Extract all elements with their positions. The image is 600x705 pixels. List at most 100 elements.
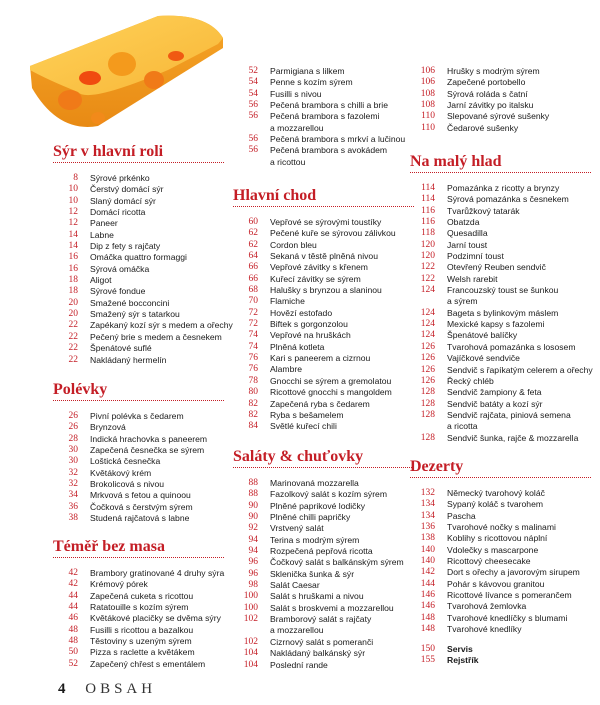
toc-entry[interactable]: 48 Fusilli s ricottou a bazalkou <box>44 625 224 636</box>
toc-entry[interactable]: 12 Paneer <box>44 218 224 229</box>
toc-entry[interactable]: 148 Tvarohové knedlíky <box>401 624 591 635</box>
toc-entry[interactable]: 128 Sendvič rajčata, piniová semena <box>401 410 591 421</box>
toc-entry[interactable]: 122 Welsh rarebit <box>401 274 591 285</box>
toc-entry[interactable]: 54 Penne s kozím sýrem <box>224 77 414 88</box>
toc-entry[interactable]: 46 Květákové placičky se dvěma sýry <box>44 613 224 624</box>
toc-entry[interactable]: 42 Krémový pórek <box>44 579 224 590</box>
toc-entry[interactable]: 120 Podzimní toust <box>401 251 591 262</box>
toc-entry[interactable]: 22 Zapékaný kozí sýr s medem a ořechy <box>44 320 233 331</box>
toc-entry[interactable]: 94 Terina s modrým sýrem <box>224 535 414 546</box>
toc-entry[interactable]: 44 Zapečená cuketa s ricottou <box>44 591 224 602</box>
toc-entry[interactable]: 12 Domácí ricotta <box>44 207 224 218</box>
toc-entry[interactable]: 48 Těstoviny s uzeným sýrem <box>44 636 224 647</box>
toc-entry[interactable]: 56 Pečená brambora s chilli a brie <box>224 100 414 111</box>
toc-entry[interactable]: 30 Zapečená česnečka se sýrem <box>44 445 224 456</box>
toc-entry[interactable]: 136 Tvarohové nočky s malinami <box>401 522 591 533</box>
toc-entry[interactable]: 80 Ricottové gnocchi s mangoldem <box>224 387 414 398</box>
toc-entry[interactable]: 104 Poslední rande <box>224 660 414 671</box>
toc-entry[interactable]: 146 Tvarohová žemlovka <box>401 601 591 612</box>
toc-entry[interactable]: 102 Bramborový salát s rajčaty <box>224 614 414 625</box>
toc-entry[interactable]: 30 Loštická česnečka <box>44 456 224 467</box>
toc-entry[interactable]: 50 Pizza s raclette a květákem <box>44 647 224 658</box>
toc-entry[interactable]: 62 Pečené kuře se sýrovou zálivkou <box>224 228 414 239</box>
toc-entry[interactable]: 16 Sýrová omáčka <box>44 264 224 275</box>
toc-entry[interactable]: 124 Francouzský toust se šunkou <box>401 285 591 296</box>
toc-entry[interactable]: 52 Zapečený chřest s ementálem <box>44 659 224 670</box>
toc-entry[interactable]: 92 Vrstvený salát <box>224 523 414 534</box>
toc-entry[interactable]: 126 Sendvič s řapíkatým celerem a ořechy <box>401 365 593 376</box>
toc-entry[interactable]: 126 Řecký chléb <box>401 376 591 387</box>
toc-entry[interactable]: 116 Tvarůžkový tatarák <box>401 206 591 217</box>
toc-entry[interactable]: 100 Salát s hruškami a nivou <box>224 591 414 602</box>
toc-entry[interactable]: 34 Mrkvová s fetou a quinoou <box>44 490 224 501</box>
toc-entry[interactable]: 20 Smažené bocconcini <box>44 298 224 309</box>
toc-entry[interactable]: 88 Fazolkový salát s kozím sýrem <box>224 489 414 500</box>
toc-entry[interactable]: 16 Omáčka quattro formaggi <box>44 252 224 263</box>
toc-entry[interactable]: 144 Pohár s kávovou granitou <box>401 579 591 590</box>
toc-entry[interactable]: 155 Rejstřík <box>401 655 591 666</box>
toc-entry[interactable]: 128 Sendvič batáty a kozí sýr <box>401 399 591 410</box>
toc-entry[interactable]: 76 Kari s paneerem a cizrnou <box>224 353 414 364</box>
toc-entry[interactable]: 128 Sendvič žampiony & feta <box>401 387 591 398</box>
toc-entry[interactable]: 110 Čedarové sušenky <box>401 123 591 134</box>
toc-entry[interactable]: 14 Dip z fety s rajčaty <box>44 241 224 252</box>
toc-entry[interactable]: 110 Slepované sýrové sušenky <box>401 111 591 122</box>
toc-entry[interactable]: 20 Smažený sýr s tatarkou <box>44 309 224 320</box>
toc-entry[interactable]: 52 Parmigiana s lilkem <box>224 66 414 77</box>
toc-entry[interactable]: 76 Alambre <box>224 364 414 375</box>
toc-entry[interactable]: 32 Květákový krém <box>44 468 224 479</box>
toc-entry[interactable]: 18 Aligot <box>44 275 224 286</box>
toc-entry[interactable]: 146 Ricottové lívance s pomerančem <box>401 590 591 601</box>
toc-entry[interactable]: 124 Mexické kapsy s fazolemi <box>401 319 591 330</box>
toc-entry[interactable]: 106 Zapečené portobello <box>401 77 591 88</box>
toc-entry[interactable]: 82 Ryba s bešamelem <box>224 410 414 421</box>
toc-entry[interactable]: 60 Vepřové se sýrovými toustíky <box>224 217 414 228</box>
toc-entry[interactable]: 56 Pečená brambora s mrkví a lučinou <box>224 134 414 145</box>
toc-entry[interactable]: 84 Světlé kuřecí chili <box>224 421 414 432</box>
toc-entry[interactable]: 18 Sýrové fondue <box>44 286 224 297</box>
toc-entry[interactable]: 90 Plněné paprikové lodičky <box>224 501 414 512</box>
toc-entry[interactable]: 128 Sendvič šunka, rajče & mozzarella <box>401 433 591 444</box>
toc-entry[interactable]: 132 Německý tvarohový koláč <box>401 488 591 499</box>
toc-entry[interactable]: 22 Nakládaný hermelín <box>44 355 224 366</box>
toc-entry[interactable]: 126 Vajíčkové sendviče <box>401 353 591 364</box>
toc-entry[interactable]: 94 Rozpečená pepřová ricotta <box>224 546 414 557</box>
toc-entry[interactable]: 142 Dort s ořechy a javorovým sirupem <box>401 567 591 578</box>
toc-entry[interactable]: 56 Pečená brambora s avokádem <box>224 145 414 156</box>
toc-entry[interactable]: 72 Hovězí estofado <box>224 308 414 319</box>
toc-entry[interactable]: 10 Slaný domácí sýr <box>44 196 224 207</box>
toc-entry[interactable]: 66 Kuřecí závitky se sýrem <box>224 274 414 285</box>
toc-entry[interactable]: 54 Fusilli s nivou <box>224 89 414 100</box>
toc-entry[interactable]: 78 Gnocchi se sýrem a gremolatou <box>224 376 414 387</box>
toc-entry[interactable]: 104 Nakládaný balkánský sýr <box>224 648 414 659</box>
toc-entry[interactable]: 88 Marinovaná mozzarella <box>224 478 414 489</box>
toc-entry[interactable]: 38 Studená rajčatová s labne <box>44 513 224 524</box>
toc-entry[interactable]: 150 Servis <box>401 644 591 655</box>
toc-entry[interactable]: 32 Brokolicová s nivou <box>44 479 224 490</box>
toc-entry[interactable]: 62 Cordon bleu <box>224 240 414 251</box>
toc-entry[interactable]: 134 Sypaný koláč s tvarohem <box>401 499 591 510</box>
toc-entry[interactable]: 96 Čočkový salát s balkánským sýrem <box>224 557 414 568</box>
toc-entry[interactable]: 36 Čočková s čerstvým sýrem <box>44 502 224 513</box>
toc-entry[interactable]: 98 Salát Caesar <box>224 580 414 591</box>
toc-entry[interactable]: 56 Pečená brambora s fazolemi <box>224 111 414 122</box>
toc-entry[interactable]: 122 Otevřený Reuben sendvič <box>401 262 591 273</box>
toc-entry[interactable]: 108 Jarní závitky po italsku <box>401 100 591 111</box>
toc-entry[interactable]: 82 Zapečená ryba s čedarem <box>224 399 414 410</box>
toc-entry[interactable]: 140 Ricottový cheesecake <box>401 556 591 567</box>
toc-entry[interactable]: 66 Vepřové závitky s křenem <box>224 262 414 273</box>
toc-entry[interactable]: 68 Halušky s brynzou a slaninou <box>224 285 414 296</box>
toc-entry[interactable]: 22 Špenátové suflé <box>44 343 224 354</box>
toc-entry[interactable]: 124 Bageta s bylinkovým máslem <box>401 308 591 319</box>
toc-entry[interactable]: 70 Flamiche <box>224 296 414 307</box>
toc-entry[interactable]: 28 Indická hrachovka s paneerem <box>44 434 224 445</box>
toc-entry[interactable]: 14 Labne <box>44 230 224 241</box>
toc-entry[interactable]: 114 Pomazánka z ricotty a brynzy <box>401 183 591 194</box>
toc-entry[interactable]: 120 Jarní toust <box>401 240 591 251</box>
toc-entry[interactable]: 106 Hrušky s modrým sýrem <box>401 66 591 77</box>
toc-entry[interactable]: 42 Brambory gratinované 4 druhy sýra <box>44 568 225 579</box>
toc-entry[interactable]: 64 Sekaná v těstě plněná nivou <box>224 251 414 262</box>
toc-entry[interactable]: 10 Čerstvý domácí sýr <box>44 184 224 195</box>
toc-entry[interactable]: 72 Biftek s gorgonzolou <box>224 319 414 330</box>
toc-entry[interactable]: 74 Plněná kotleta <box>224 342 414 353</box>
